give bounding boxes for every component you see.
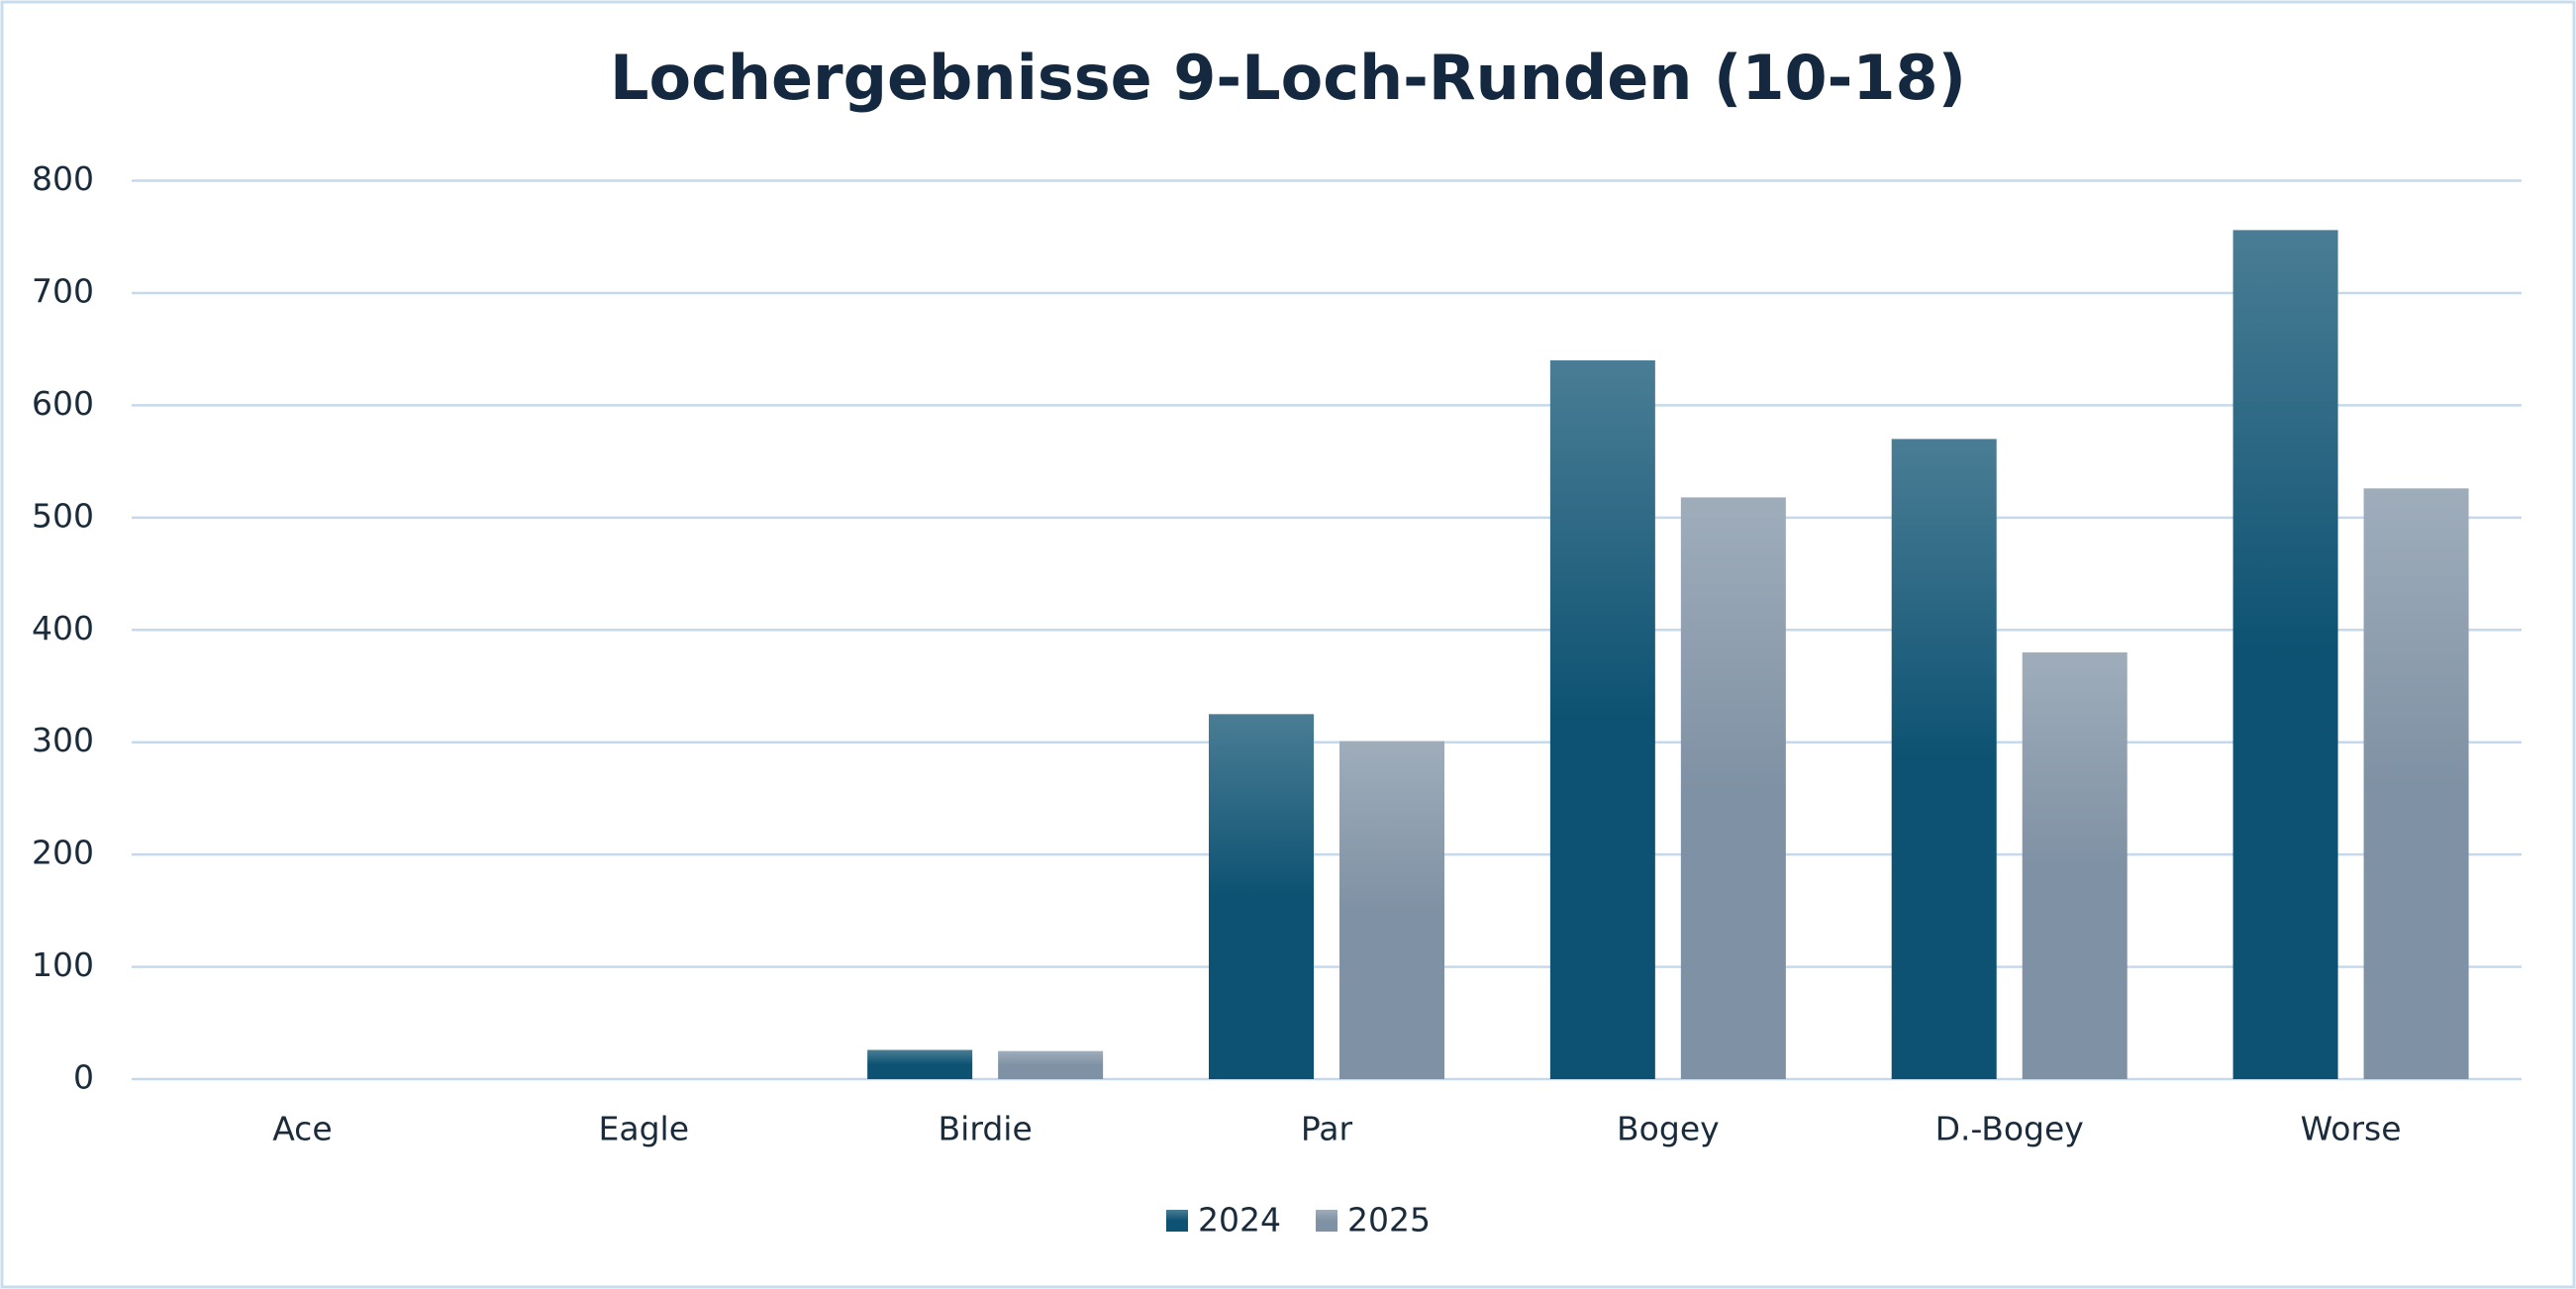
bar: [2022, 651, 2128, 1079]
y-tick-label: 0: [73, 1058, 94, 1097]
x-tick-label: D.-Bogey: [1935, 1110, 2084, 1148]
x-tick-label: Par: [1301, 1110, 1353, 1148]
bar: [1891, 439, 1997, 1079]
x-tick-label: Bogey: [1617, 1110, 1720, 1148]
bar: [1549, 360, 1655, 1079]
bar: [2363, 488, 2469, 1080]
bar: [1209, 714, 1314, 1079]
y-tick-label: 400: [32, 609, 94, 647]
bar: [867, 1049, 973, 1079]
bar: [1339, 741, 1444, 1079]
chart-title: Lochergebnisse 9-Loch-Runden (10-18): [610, 42, 1966, 114]
x-tick-label: Birdie: [939, 1110, 1033, 1148]
y-tick-label: 600: [32, 384, 94, 423]
bar: [2232, 230, 2338, 1080]
legend-label: 2024: [1198, 1201, 1281, 1239]
bar: [998, 1050, 1104, 1079]
legend-swatch: [1315, 1210, 1338, 1232]
y-tick-label: 700: [32, 271, 94, 310]
legend-label: 2025: [1347, 1201, 1431, 1239]
x-tick-label: Eagle: [599, 1110, 690, 1148]
bar: [1680, 497, 1786, 1079]
y-tick-label: 300: [32, 721, 94, 759]
y-tick-label: 800: [32, 159, 94, 198]
legend: 2024 2025: [1166, 1201, 1431, 1239]
x-tick-label: Worse: [2301, 1110, 2402, 1148]
x-tick-label: Ace: [272, 1110, 332, 1148]
y-tick-label: 100: [32, 945, 94, 984]
legend-swatch: [1166, 1210, 1188, 1232]
y-tick-label: 200: [32, 834, 94, 872]
y-tick-label: 500: [32, 496, 94, 535]
